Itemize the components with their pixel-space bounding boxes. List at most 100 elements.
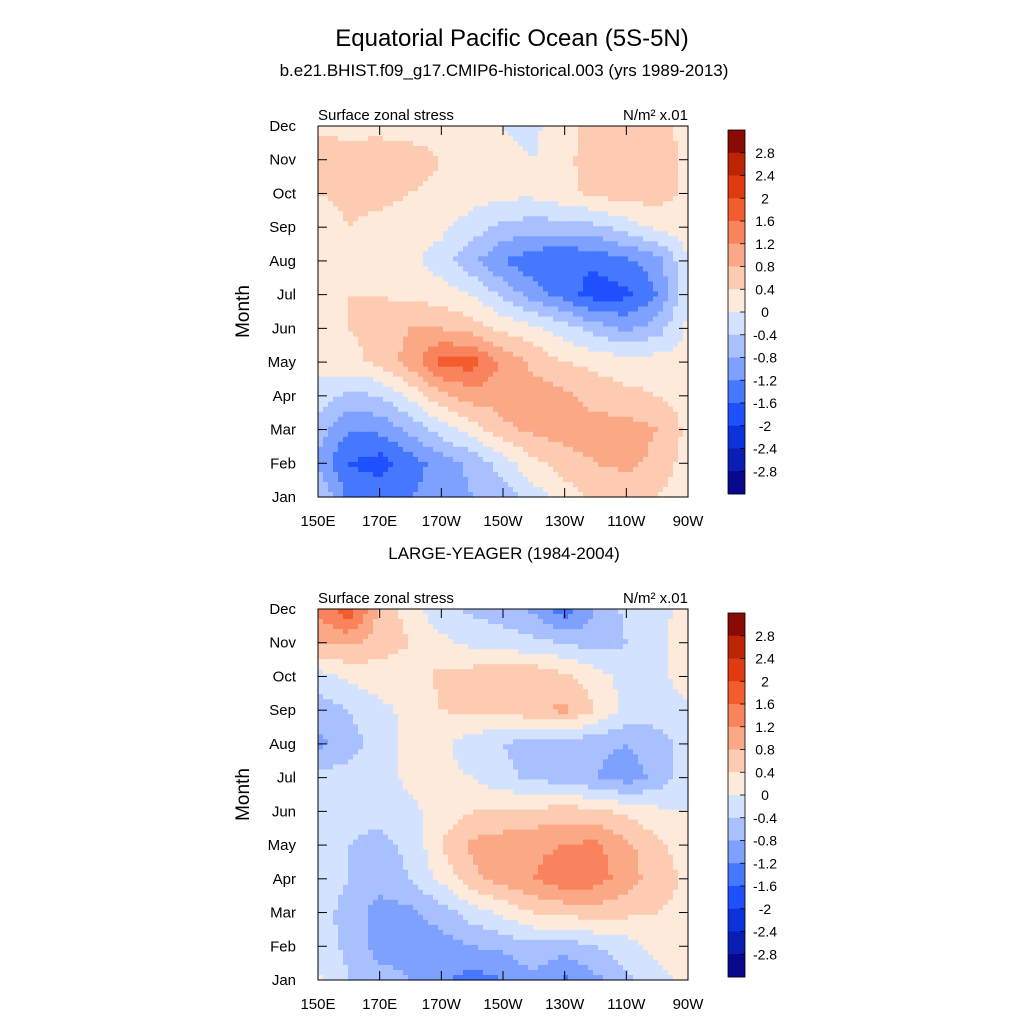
heatmap-cell — [678, 276, 684, 283]
heatmap-cell — [438, 211, 444, 217]
heatmap-cell — [468, 211, 474, 217]
heatmap-cell — [558, 201, 564, 207]
heatmap-cell — [553, 156, 559, 162]
heatmap-cell — [648, 261, 654, 267]
heatmap-cell — [628, 191, 634, 197]
heatmap-cell — [448, 156, 454, 162]
heatmap-cell — [318, 336, 324, 343]
heatmap-cell — [548, 441, 554, 448]
heatmap-cell — [618, 171, 624, 177]
heatmap-cell — [508, 201, 514, 207]
heatmap-cell — [518, 386, 524, 393]
heatmap-cell — [383, 291, 389, 298]
heatmap-cell — [388, 251, 394, 257]
heatmap-cell — [378, 216, 384, 222]
heatmap-cell — [638, 296, 644, 303]
heatmap-cell — [508, 296, 514, 303]
heatmap-cell — [378, 226, 384, 232]
heatmap-cell — [518, 316, 524, 323]
heatmap-cell — [378, 251, 384, 257]
heatmap-cell — [648, 371, 654, 378]
heatmap-cell — [478, 231, 484, 237]
heatmap-cell — [453, 141, 459, 147]
heatmap-cell — [333, 266, 339, 272]
heatmap-cell — [638, 266, 644, 272]
heatmap-cell — [608, 301, 614, 308]
heatmap-cell — [603, 386, 609, 393]
heatmap-cell — [323, 366, 329, 373]
heatmap-cell — [578, 321, 584, 328]
heatmap-cell — [578, 246, 584, 252]
heatmap-cell — [593, 256, 599, 262]
heatmap-cell — [643, 176, 649, 182]
heatmap-cell — [513, 126, 519, 132]
heatmap-cell — [443, 226, 449, 232]
heatmap-cell — [438, 161, 444, 167]
heatmap-cell — [368, 266, 374, 272]
heatmap-cell — [453, 276, 459, 283]
heatmap-cell — [443, 136, 449, 142]
heatmap-cell — [453, 376, 459, 383]
heatmap-cell — [593, 276, 599, 283]
heatmap-cell — [493, 281, 499, 288]
heatmap-cell — [333, 396, 339, 403]
heatmap-cell — [458, 416, 464, 423]
heatmap-cell — [523, 246, 529, 252]
heatmap-cell — [658, 441, 664, 448]
heatmap-cell — [483, 271, 489, 277]
heatmap-cell — [633, 186, 639, 192]
heatmap-cell — [328, 221, 334, 227]
heatmap-cell — [373, 361, 379, 368]
heatmap-cell — [608, 191, 614, 197]
heatmap-cell — [488, 256, 494, 262]
heatmap-cell — [598, 436, 604, 443]
heatmap-cell — [398, 386, 404, 393]
heatmap-cell — [553, 211, 559, 217]
heatmap-cell — [428, 216, 434, 222]
heatmap-cell — [403, 136, 409, 142]
heatmap-cell — [533, 431, 539, 438]
heatmap-cell — [523, 156, 529, 162]
heatmap-cell — [603, 446, 609, 453]
heatmap-cell — [353, 456, 359, 463]
heatmap-cell — [623, 326, 629, 333]
heatmap-cell — [603, 356, 609, 363]
heatmap-cell — [588, 361, 594, 368]
heatmap-cell — [623, 306, 629, 313]
heatmap-cell — [613, 176, 619, 182]
heatmap-cell — [608, 321, 614, 328]
heatmap-cell — [653, 141, 659, 147]
heatmap-cell — [473, 411, 479, 418]
heatmap-cell — [348, 296, 354, 303]
heatmap-cell — [483, 166, 489, 172]
heatmap-cell — [548, 451, 554, 458]
heatmap-cell — [618, 351, 624, 358]
heatmap-cell — [553, 326, 559, 333]
heatmap-cell — [393, 216, 399, 222]
heatmap-cell — [613, 201, 619, 207]
heatmap-cell — [498, 136, 504, 142]
heatmap-cell — [673, 411, 679, 418]
heatmap-cell — [458, 256, 464, 262]
heatmap-cell — [588, 196, 594, 202]
heatmap-cell — [588, 326, 594, 333]
heatmap-cell — [548, 206, 554, 212]
heatmap-cell — [623, 206, 629, 212]
heatmap-cell — [393, 231, 399, 237]
heatmap-cell — [488, 456, 494, 463]
heatmap-cell — [588, 246, 594, 252]
heatmap-cell — [558, 311, 564, 318]
heatmap-cell — [358, 406, 364, 413]
heatmap-cell — [418, 136, 424, 142]
heatmap-cell — [448, 141, 454, 147]
heatmap-cell — [633, 276, 639, 283]
heatmap-cell — [388, 431, 394, 438]
heatmap-cell — [393, 281, 399, 288]
heatmap-cell — [623, 451, 629, 458]
heatmap-cell — [528, 161, 534, 167]
heatmap-cell — [668, 416, 674, 423]
heatmap-cell — [343, 271, 349, 277]
heatmap-cell — [373, 301, 379, 308]
heatmap-cell — [668, 261, 674, 267]
heatmap-cell — [438, 386, 444, 393]
